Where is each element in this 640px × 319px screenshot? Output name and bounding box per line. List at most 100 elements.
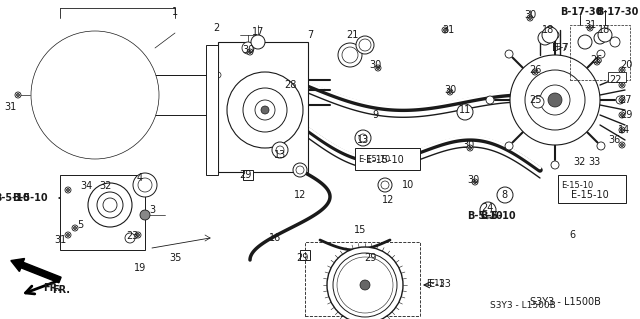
Bar — [206, 45, 218, 175]
Circle shape — [247, 49, 253, 55]
Text: 29: 29 — [296, 253, 308, 263]
Circle shape — [619, 127, 625, 133]
Circle shape — [551, 31, 559, 39]
Circle shape — [340, 260, 390, 310]
Circle shape — [293, 163, 307, 177]
Bar — [558, 175, 626, 203]
Text: B-5-10: B-5-10 — [467, 211, 502, 221]
Text: B-17-30: B-17-30 — [596, 7, 638, 17]
Circle shape — [255, 100, 275, 120]
Text: 30: 30 — [462, 140, 474, 150]
Text: 23: 23 — [126, 231, 138, 241]
Text: E-7: E-7 — [555, 43, 568, 53]
Circle shape — [359, 134, 367, 142]
Text: 4: 4 — [137, 173, 143, 183]
Text: 31: 31 — [442, 25, 454, 35]
Circle shape — [251, 35, 265, 49]
Text: E-7: E-7 — [552, 43, 568, 53]
Circle shape — [72, 225, 78, 231]
Text: 9: 9 — [372, 110, 378, 120]
Circle shape — [532, 69, 538, 75]
Text: 26: 26 — [590, 55, 602, 65]
Circle shape — [578, 35, 592, 49]
Circle shape — [589, 26, 591, 29]
Circle shape — [619, 112, 625, 118]
Text: E-13: E-13 — [426, 279, 445, 288]
Text: 27: 27 — [620, 95, 632, 105]
Circle shape — [449, 91, 451, 93]
Circle shape — [467, 145, 473, 151]
Text: 11: 11 — [459, 105, 471, 115]
Circle shape — [457, 104, 473, 120]
Text: 24: 24 — [481, 203, 493, 213]
Text: 31: 31 — [584, 20, 596, 30]
Circle shape — [474, 181, 477, 183]
Circle shape — [610, 37, 620, 47]
Circle shape — [497, 187, 513, 203]
Circle shape — [215, 72, 221, 78]
Circle shape — [227, 72, 303, 148]
Text: 18: 18 — [598, 25, 610, 35]
Bar — [243, 170, 253, 180]
Circle shape — [242, 42, 254, 54]
Circle shape — [472, 179, 478, 185]
Text: 31: 31 — [4, 102, 16, 112]
Circle shape — [272, 142, 288, 158]
Circle shape — [542, 27, 558, 43]
Bar — [60, 175, 145, 250]
Text: 2: 2 — [213, 23, 219, 33]
Text: 12: 12 — [382, 195, 394, 205]
Text: 10: 10 — [402, 180, 414, 190]
Text: 14: 14 — [618, 125, 630, 135]
Circle shape — [133, 173, 157, 197]
Bar — [300, 250, 310, 260]
Circle shape — [135, 232, 141, 238]
Text: 34: 34 — [80, 181, 92, 191]
Circle shape — [40, 40, 150, 150]
Circle shape — [356, 36, 374, 54]
Circle shape — [442, 27, 448, 33]
Text: 13: 13 — [357, 135, 369, 145]
Circle shape — [594, 59, 600, 65]
Circle shape — [540, 85, 570, 115]
Circle shape — [447, 89, 453, 95]
Circle shape — [103, 198, 117, 212]
Text: 29: 29 — [239, 170, 251, 180]
Circle shape — [510, 55, 600, 145]
Bar — [608, 72, 626, 82]
Text: 16: 16 — [269, 233, 281, 243]
Circle shape — [529, 17, 531, 19]
Circle shape — [375, 65, 381, 71]
Text: 19: 19 — [134, 263, 146, 273]
Circle shape — [525, 70, 585, 130]
Text: 35: 35 — [169, 253, 181, 263]
Circle shape — [360, 280, 370, 290]
Text: 32: 32 — [99, 181, 111, 191]
Circle shape — [594, 32, 606, 44]
Circle shape — [616, 96, 624, 104]
Circle shape — [619, 142, 625, 148]
Circle shape — [342, 47, 358, 63]
Text: 5: 5 — [77, 220, 83, 230]
Circle shape — [597, 50, 605, 58]
Circle shape — [597, 142, 605, 150]
Text: 30: 30 — [524, 10, 536, 20]
Circle shape — [546, 26, 554, 34]
Text: B-5-10: B-5-10 — [0, 193, 30, 203]
Circle shape — [135, 187, 141, 193]
Circle shape — [381, 181, 389, 189]
Circle shape — [65, 65, 125, 125]
Circle shape — [140, 210, 150, 220]
Circle shape — [468, 146, 472, 150]
Text: 22: 22 — [610, 75, 622, 85]
Circle shape — [31, 31, 159, 159]
Text: 17: 17 — [252, 27, 264, 37]
Circle shape — [338, 43, 362, 67]
Circle shape — [376, 66, 380, 70]
Circle shape — [486, 96, 494, 104]
Text: 28: 28 — [284, 80, 296, 90]
Text: B-5-10: B-5-10 — [480, 211, 516, 221]
Text: 21: 21 — [346, 30, 358, 40]
Circle shape — [619, 97, 625, 103]
Bar — [363, 250, 373, 260]
